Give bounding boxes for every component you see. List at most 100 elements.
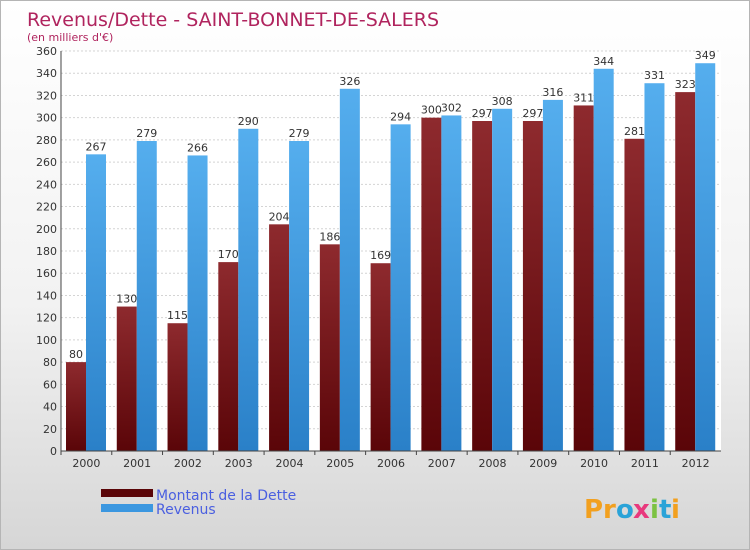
x-tick-label: 2012 (682, 457, 710, 470)
bars: 80 267 130 279 115 266 170 290 204 279 186 326 169 29… (66, 49, 716, 452)
data-label-debt: 170 (218, 248, 239, 261)
y-tick-label: 160 (36, 267, 57, 280)
bar-revenue (695, 63, 716, 451)
data-label-debt: 323 (675, 78, 696, 91)
chart-title: Revenus/Dette - SAINT-BONNET-DE-SALERS (27, 9, 439, 31)
y-tick-label: 140 (36, 289, 57, 302)
logo-letter: x (633, 495, 650, 525)
bar-debt (472, 121, 493, 451)
data-label-revenue: 331 (644, 69, 665, 82)
bar-revenue (492, 108, 513, 452)
x-tick-label: 2004 (275, 457, 303, 470)
logo-letter: t (659, 495, 671, 525)
legend: Montant de la Dette Revenus (101, 488, 296, 518)
x-tick-label: 2001 (123, 457, 151, 470)
legend-swatch-debt (101, 489, 153, 497)
y-tick-label: 40 (43, 401, 57, 414)
legend-label-revenue: Revenus (156, 502, 216, 518)
y-tick-label: 200 (36, 223, 57, 236)
x-tick-label: 2002 (174, 457, 202, 470)
y-tick-label: 260 (36, 156, 57, 169)
data-label-revenue: 316 (542, 86, 563, 99)
y-tick-label: 120 (36, 312, 57, 325)
data-label-debt: 186 (319, 230, 340, 243)
y-tick-label: 80 (43, 356, 57, 369)
data-label-debt: 204 (269, 210, 290, 223)
axes: 0 20 40 60 80 100 120 140 160 180 200 220 240 260 280 3… (36, 45, 721, 470)
x-tick-label: 2009 (529, 457, 557, 470)
y-tick-label: 100 (36, 334, 57, 347)
bar-debt (675, 92, 696, 451)
data-label-revenue: 279 (136, 127, 157, 140)
bar-revenue (289, 141, 310, 451)
bar-debt (269, 224, 290, 451)
bar-revenue (238, 128, 259, 451)
data-label-debt: 115 (167, 309, 188, 322)
data-label-revenue: 267 (86, 140, 107, 153)
y-tick-label: 20 (43, 423, 57, 436)
bar-revenue (593, 68, 614, 452)
y-tick-label: 180 (36, 245, 57, 258)
y-tick-label: 280 (36, 134, 57, 147)
legend-swatch-revenue (101, 504, 153, 512)
x-tick-label: 2010 (580, 457, 608, 470)
data-label-debt: 281 (624, 125, 645, 138)
x-tick-label: 2000 (72, 457, 100, 470)
data-label-debt: 80 (69, 348, 83, 361)
y-tick-label: 220 (36, 201, 57, 214)
bar-debt (421, 117, 442, 452)
y-tick-label: 340 (36, 67, 57, 80)
x-tick-label: 2011 (631, 457, 659, 470)
logo-letter: i (650, 495, 659, 525)
bar-debt (319, 244, 340, 451)
data-label-debt: 169 (370, 249, 391, 262)
data-label-revenue: 294 (390, 110, 411, 123)
x-tick-label: 2006 (377, 457, 405, 470)
x-tick-label: 2005 (326, 457, 354, 470)
bar-debt (370, 263, 391, 451)
bar-revenue (644, 83, 665, 451)
bar-revenue (390, 124, 411, 451)
bar-revenue (542, 99, 563, 451)
bar-debt (116, 306, 137, 451)
y-tick-label: 320 (36, 89, 57, 102)
data-label-revenue: 266 (187, 141, 208, 154)
bar-revenue (339, 88, 360, 452)
data-label-revenue: 344 (593, 55, 614, 68)
y-tick-label: 60 (43, 378, 57, 391)
bar-debt (218, 262, 239, 451)
data-label-debt: 311 (573, 91, 594, 104)
data-label-debt: 297 (522, 107, 543, 120)
bar-debt (167, 323, 188, 451)
logo-letter: o (616, 495, 634, 525)
bar-revenue (187, 155, 208, 451)
logo-letter: i (671, 495, 680, 525)
bar-revenue (86, 154, 106, 452)
data-label-debt: 297 (472, 107, 493, 120)
x-tick-label: 2008 (479, 457, 507, 470)
data-label-debt: 130 (116, 293, 137, 306)
chart-subtitle: (en milliers d'€) (27, 31, 113, 44)
data-label-revenue: 349 (695, 49, 716, 62)
legend-label-debt: Montant de la Dette (156, 488, 296, 504)
bar-debt (573, 105, 594, 451)
data-label-debt: 300 (421, 104, 442, 117)
data-label-revenue: 326 (339, 75, 360, 88)
x-tick-label: 2003 (225, 457, 253, 470)
logo-letter: r (603, 495, 616, 525)
bar-revenue (441, 115, 462, 451)
x-tick-label: 2007 (428, 457, 456, 470)
y-tick-label: 0 (50, 445, 57, 458)
y-tick-label: 240 (36, 178, 57, 191)
bar-debt (66, 362, 86, 451)
data-label-revenue: 279 (289, 127, 310, 140)
data-label-revenue: 308 (492, 95, 513, 108)
logo-letter: P (584, 495, 603, 525)
data-label-revenue: 290 (238, 115, 259, 128)
y-tick-label: 300 (36, 112, 57, 125)
bar-debt (624, 138, 645, 451)
data-label-revenue: 302 (441, 101, 462, 114)
